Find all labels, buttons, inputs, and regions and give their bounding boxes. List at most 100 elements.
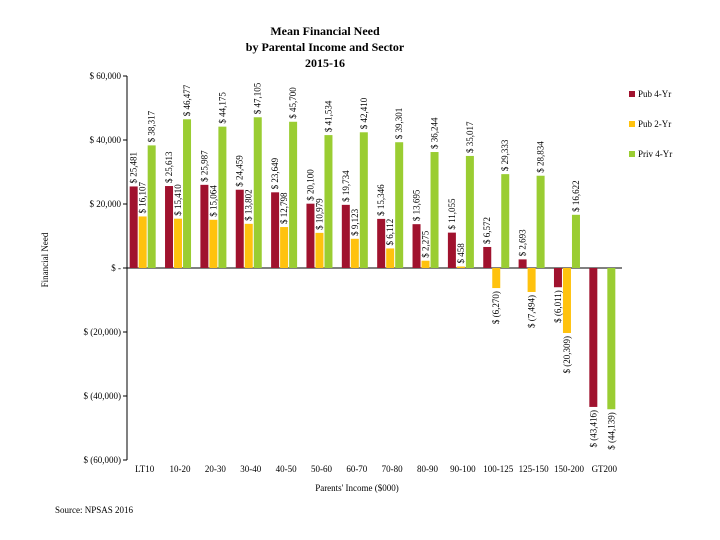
bar [421,260,430,268]
data-label: $ 12,798 [279,192,289,224]
bar [465,155,474,268]
data-label: $ 13,695 [412,189,422,221]
data-label: $ (7,494) [527,295,537,328]
bar [395,142,404,268]
bar [289,121,298,268]
data-label: $ 25,613 [164,151,174,183]
data-label: $ 6,112 [385,219,395,246]
bar [430,152,439,268]
data-label: $ (6,270) [491,291,501,324]
x-tick-label: 50-60 [311,464,332,474]
data-label: $ (20,309) [562,336,572,374]
data-label: $ 11,055 [447,198,457,230]
data-label: $ 6,572 [482,217,492,244]
bar [147,145,156,268]
legend-swatch [629,151,635,157]
data-label: $ 2,693 [518,229,528,257]
legend-swatch [629,121,635,127]
chart-title-line-1: Mean Financial Need [270,24,380,38]
x-tick-label: 60-70 [346,464,367,474]
y-tick-label: $ (20,000) [84,327,122,337]
data-label: $ 42,410 [359,97,369,129]
x-tick-label: 150-200 [554,464,584,474]
data-label: $ 2,275 [421,230,431,258]
x-tick-label: 10-20 [170,464,191,474]
bar [209,219,218,268]
x-tick-label: 80-90 [417,464,438,474]
legend-label: Pub 2-Yr [638,119,671,129]
bar [174,218,183,268]
bar [165,186,174,268]
data-label: $ (43,416) [588,410,598,448]
data-label: $ 41,534 [323,100,333,132]
bar [492,268,501,289]
data-label: $ 10,979 [314,198,324,230]
x-tick-label: 70-80 [382,464,403,474]
y-tick-label: $ (60,000) [84,455,122,465]
bar [341,204,350,268]
x-tick-label: LT10 [135,464,155,474]
bar [447,232,456,268]
bar [129,186,138,268]
bar [138,216,147,268]
bar [253,117,262,268]
x-tick-label: 40-50 [276,464,297,474]
legend-swatch [629,91,635,97]
data-label: $ 35,017 [465,121,475,153]
bar [501,174,510,268]
x-tick-label: 125-150 [519,464,549,474]
bar [200,184,209,268]
bar [536,175,545,268]
bar [280,227,289,268]
data-label: $ 16,107 [138,181,148,213]
legend-label: Priv 4-Yr [638,149,672,159]
data-label: $ 44,175 [217,92,227,124]
data-label: $ 36,244 [430,117,440,149]
legend-label: Pub 4-Yr [638,89,671,99]
bar [562,268,571,333]
chart-title-line-2: by Parental Income and Sector [246,40,405,54]
data-label: $ 16,622 [571,180,581,212]
data-label: $ (44,139) [606,412,616,450]
bar [386,248,395,268]
data-label: $ 9,123 [350,208,360,236]
bar [377,218,386,268]
data-label: $ 458 [456,243,466,264]
data-label: $ 29,333 [500,139,510,171]
data-label: $ 45,700 [288,87,298,119]
data-label: $ 47,105 [253,82,263,114]
data-label: $ 38,317 [147,110,157,142]
bar [306,203,315,268]
bar [235,189,244,268]
source-note: Source: NPSAS 2016 [55,505,134,515]
x-tick-label: GT200 [592,464,618,474]
y-tick-label: $ 40,000 [90,135,122,145]
bar [412,224,421,268]
x-tick-label: 30-40 [240,464,261,474]
chart-bars [129,117,616,410]
bar [483,246,492,268]
bar [244,223,253,268]
bar [315,232,324,268]
data-label: $ 25,481 [129,152,139,184]
y-tick-label: $ - [111,263,121,273]
data-label: $ 28,834 [536,141,546,173]
data-label: $ 39,301 [394,108,404,140]
y-tick-label: $ 60,000 [90,71,122,81]
data-label: $ (6,011) [553,290,563,323]
bar [589,268,598,407]
chart-title-line-3: 2015-16 [305,56,345,70]
bar [359,132,368,268]
chart-data-labels: $ 25,481 $ 25,613 $ 25,987 $ 24,459 $ 23,649… [129,82,617,449]
bar [271,192,280,268]
x-tick-label: 100-125 [483,464,513,474]
x-axis-label: Parents' Income ($000) [315,483,399,493]
bar [518,259,527,268]
y-axis-label: Financial Need [40,232,50,287]
chart-axes: $ 60,000 $ 40,000 $ 20,000 $ - $ (20,000) $ (… [84,71,622,474]
bar [183,119,192,269]
data-label: $ 23,649 [270,157,280,189]
data-label: $ 25,987 [199,150,209,182]
data-label: $ 15,410 [173,184,183,216]
